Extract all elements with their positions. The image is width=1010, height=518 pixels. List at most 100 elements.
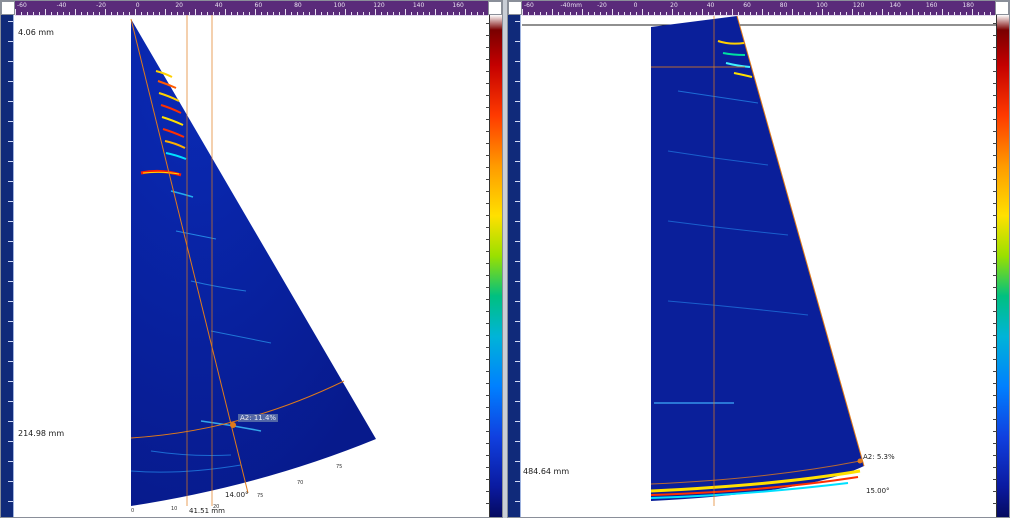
ruler-tick	[207, 12, 208, 15]
ruler-tick	[858, 12, 859, 15]
ruler-tick	[515, 401, 520, 402]
ruler-tick	[219, 12, 220, 15]
ruler-tick	[8, 441, 13, 442]
ruler-tick	[417, 12, 418, 15]
ruler-tick	[363, 12, 364, 15]
ruler-tick	[515, 361, 520, 362]
ruler-tick	[8, 261, 13, 262]
ruler-tick	[600, 12, 601, 15]
ruler-tick	[636, 12, 637, 15]
ruler-tick	[528, 12, 529, 15]
ruler-tick	[8, 201, 13, 202]
ruler-tick	[690, 12, 691, 15]
sector-fan	[651, 16, 864, 501]
ruler-tick	[576, 12, 577, 15]
cursor-intersection-marker[interactable]	[230, 422, 236, 428]
palette-tick	[486, 83, 490, 84]
ruler-label: 20	[670, 2, 678, 9]
ruler-tick	[333, 12, 334, 15]
palette-tick	[486, 503, 490, 504]
palette-tick	[993, 131, 997, 132]
ruler-tick	[515, 141, 520, 142]
ruler-tick	[201, 12, 202, 15]
palette-tick	[993, 407, 997, 408]
sector-scan-panel-right[interactable]: -60 -40mm -20 0 20 40 60 80 100 120 140 160 180	[507, 0, 1010, 518]
ruler-tick	[159, 12, 160, 15]
palette-tick	[993, 383, 997, 384]
ruler-tick	[15, 9, 16, 15]
cursor-intersection-marker[interactable]	[857, 458, 863, 464]
ruler-tick	[8, 181, 13, 182]
ruler-tick	[8, 501, 13, 502]
ruler-tick	[411, 12, 412, 15]
ruler-label: 160	[452, 2, 464, 9]
ruler-tick	[225, 9, 226, 15]
ruler-tick	[714, 12, 715, 15]
ruler-tick	[515, 501, 520, 502]
measurement-cursors[interactable]	[650, 15, 865, 506]
ruler-tick	[732, 9, 733, 15]
horizontal-ruler[interactable]: -60 -40 -20 0 20 40 60 80 100 120 140 160	[15, 1, 490, 16]
ruler-tick	[666, 12, 667, 15]
palette-tick	[993, 107, 997, 108]
palette-tick	[993, 95, 997, 96]
palette-tick	[486, 299, 490, 300]
ruler-tick	[930, 12, 931, 15]
svg-text:75: 75	[257, 493, 263, 499]
ruler-tick	[111, 12, 112, 15]
horizontal-ruler[interactable]: -60 -40mm -20 0 20 40 60 80 100 120 140 160 180	[522, 1, 997, 16]
ruler-tick	[93, 12, 94, 15]
palette-tick	[486, 323, 490, 324]
palette-tick	[486, 335, 490, 336]
ruler-tick	[129, 12, 130, 15]
palette-tick	[486, 191, 490, 192]
ruler-tick	[828, 12, 829, 15]
ruler-tick	[696, 12, 697, 15]
ruler-tick	[762, 9, 763, 15]
ruler-label: -20	[96, 2, 106, 9]
ruler-tick	[840, 12, 841, 15]
ruler-tick	[8, 121, 13, 122]
sector-scan-panel-left[interactable]: -60 -40 -20 0 20 40 60 80 100 120 140 160	[0, 0, 503, 518]
palette-tick	[486, 491, 490, 492]
vertical-ruler[interactable]	[1, 15, 14, 517]
ruler-tick	[852, 9, 853, 15]
sector-scan-image[interactable]	[508, 1, 1010, 518]
ruler-tick	[708, 12, 709, 15]
palette-tick	[486, 107, 490, 108]
ruler-tick	[75, 9, 76, 15]
measurement-cursors[interactable]	[130, 15, 345, 506]
depth-cursor-readout: 214.98 mm	[18, 429, 65, 438]
palette-tick	[993, 311, 997, 312]
ruler-tick	[8, 281, 13, 282]
ruler-tick	[315, 9, 316, 15]
ruler-tick	[594, 12, 595, 15]
palette-tick	[993, 455, 997, 456]
palette-tick	[993, 119, 997, 120]
ruler-tick	[483, 12, 484, 15]
palette-tick	[486, 71, 490, 72]
ruler-tick	[117, 12, 118, 15]
ruler-tick	[105, 9, 106, 15]
ruler-tick	[900, 12, 901, 15]
ruler-tick	[648, 12, 649, 15]
palette-tick	[993, 155, 997, 156]
palette-tick	[486, 143, 490, 144]
ruler-tick	[8, 21, 13, 22]
ruler-tick	[477, 12, 478, 15]
palette-tick	[993, 491, 997, 492]
ruler-tick	[642, 9, 643, 15]
color-palette-ticks	[486, 15, 490, 517]
ruler-tick	[534, 12, 535, 15]
ruler-label: -60	[17, 2, 27, 9]
ruler-tick	[399, 12, 400, 15]
vertical-ruler[interactable]	[508, 15, 521, 517]
palette-tick	[993, 215, 997, 216]
palette-tick	[486, 203, 490, 204]
ruler-tick	[515, 221, 520, 222]
ruler-tick	[822, 9, 823, 15]
ruler-tick	[381, 12, 382, 15]
ruler-tick	[147, 12, 148, 15]
ruler-tick	[612, 9, 613, 15]
